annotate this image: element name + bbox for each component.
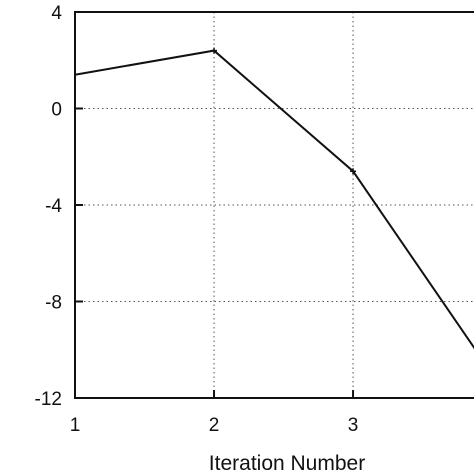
x-tick-label-1: 2 xyxy=(209,415,220,436)
x-tick-label-0: 1 xyxy=(70,415,81,436)
data-point-0-2 xyxy=(350,168,357,175)
x-tick-labels: 1 2 3 xyxy=(70,415,359,436)
gridlines xyxy=(75,12,474,398)
series-group xyxy=(74,47,474,350)
data-point-0-1 xyxy=(211,47,218,54)
x-axis-title: Iteration Number xyxy=(209,452,365,474)
y-tick-label-1: 0 xyxy=(51,100,62,121)
y-tick-label-3: -8 xyxy=(45,293,62,314)
y-tick-label-2: -4 xyxy=(45,196,62,217)
y-tick-labels: 4 0 -4 -8 -12 xyxy=(35,3,63,410)
x-tick-label-2: 3 xyxy=(348,415,359,436)
y-tick-label-4: -12 xyxy=(35,389,62,410)
series-line-0 xyxy=(74,49,474,350)
y-tick-label-0: 4 xyxy=(51,3,62,24)
tick-marks xyxy=(74,11,355,399)
